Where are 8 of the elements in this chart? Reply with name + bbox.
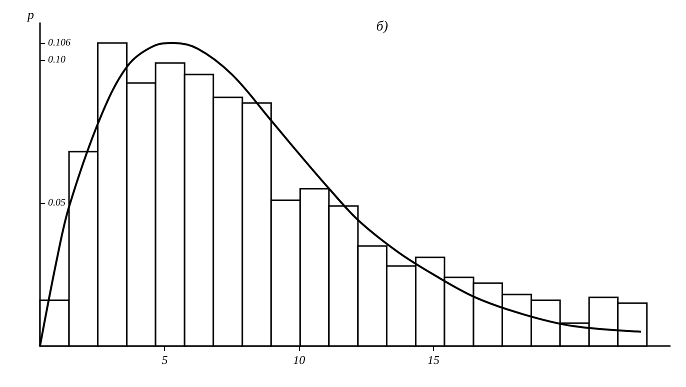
x-tick-label: 5 <box>162 353 168 367</box>
x-tick-label: 10 <box>293 353 306 367</box>
annotation: б) <box>376 20 388 34</box>
x-tick-label: 15 <box>427 353 440 367</box>
y-tick-label: 0.106 <box>48 38 70 49</box>
y-tick-label: 0.10 <box>48 54 66 66</box>
y-tick-label: 0.05 <box>48 198 66 209</box>
y-axis-title: p <box>26 7 34 22</box>
